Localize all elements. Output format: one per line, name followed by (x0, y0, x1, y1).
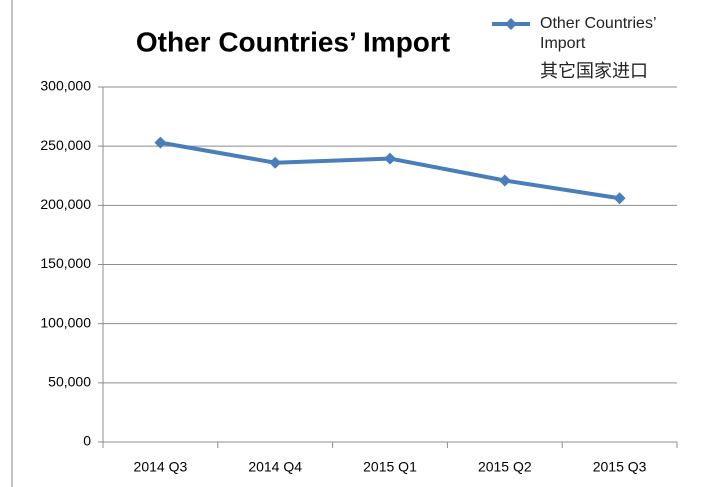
point-marker (384, 152, 396, 165)
y-tick-label: 250,000 (40, 137, 91, 153)
y-tick-label: 150,000 (40, 255, 91, 271)
x-tick-label: 2015 Q1 (363, 459, 417, 475)
series-line (160, 140, 620, 201)
y-tick-label: 300,000 (40, 78, 91, 94)
legend-note: 其它国家进口 (540, 61, 648, 82)
x-tick-label: 2015 Q2 (478, 459, 532, 475)
chart-title: Other Countries’ Import (136, 26, 450, 57)
legend-marker (505, 18, 517, 30)
y-tick-label: 100,000 (40, 314, 91, 330)
point-marker (613, 192, 626, 205)
point-marker (269, 156, 282, 169)
y-tick-label: 50,000 (48, 374, 91, 390)
point-marker (154, 136, 167, 149)
x-tick-label: 2015 Q3 (593, 459, 647, 475)
x-tick-label: 2014 Q3 (134, 459, 188, 475)
legend-label: Other Countries’ Import (540, 15, 657, 52)
x-tick-label: 2014 Q4 (248, 459, 302, 475)
y-tick-label: 200,000 (40, 196, 91, 212)
y-tick-label: 0 (83, 433, 91, 449)
point-marker (498, 174, 511, 187)
